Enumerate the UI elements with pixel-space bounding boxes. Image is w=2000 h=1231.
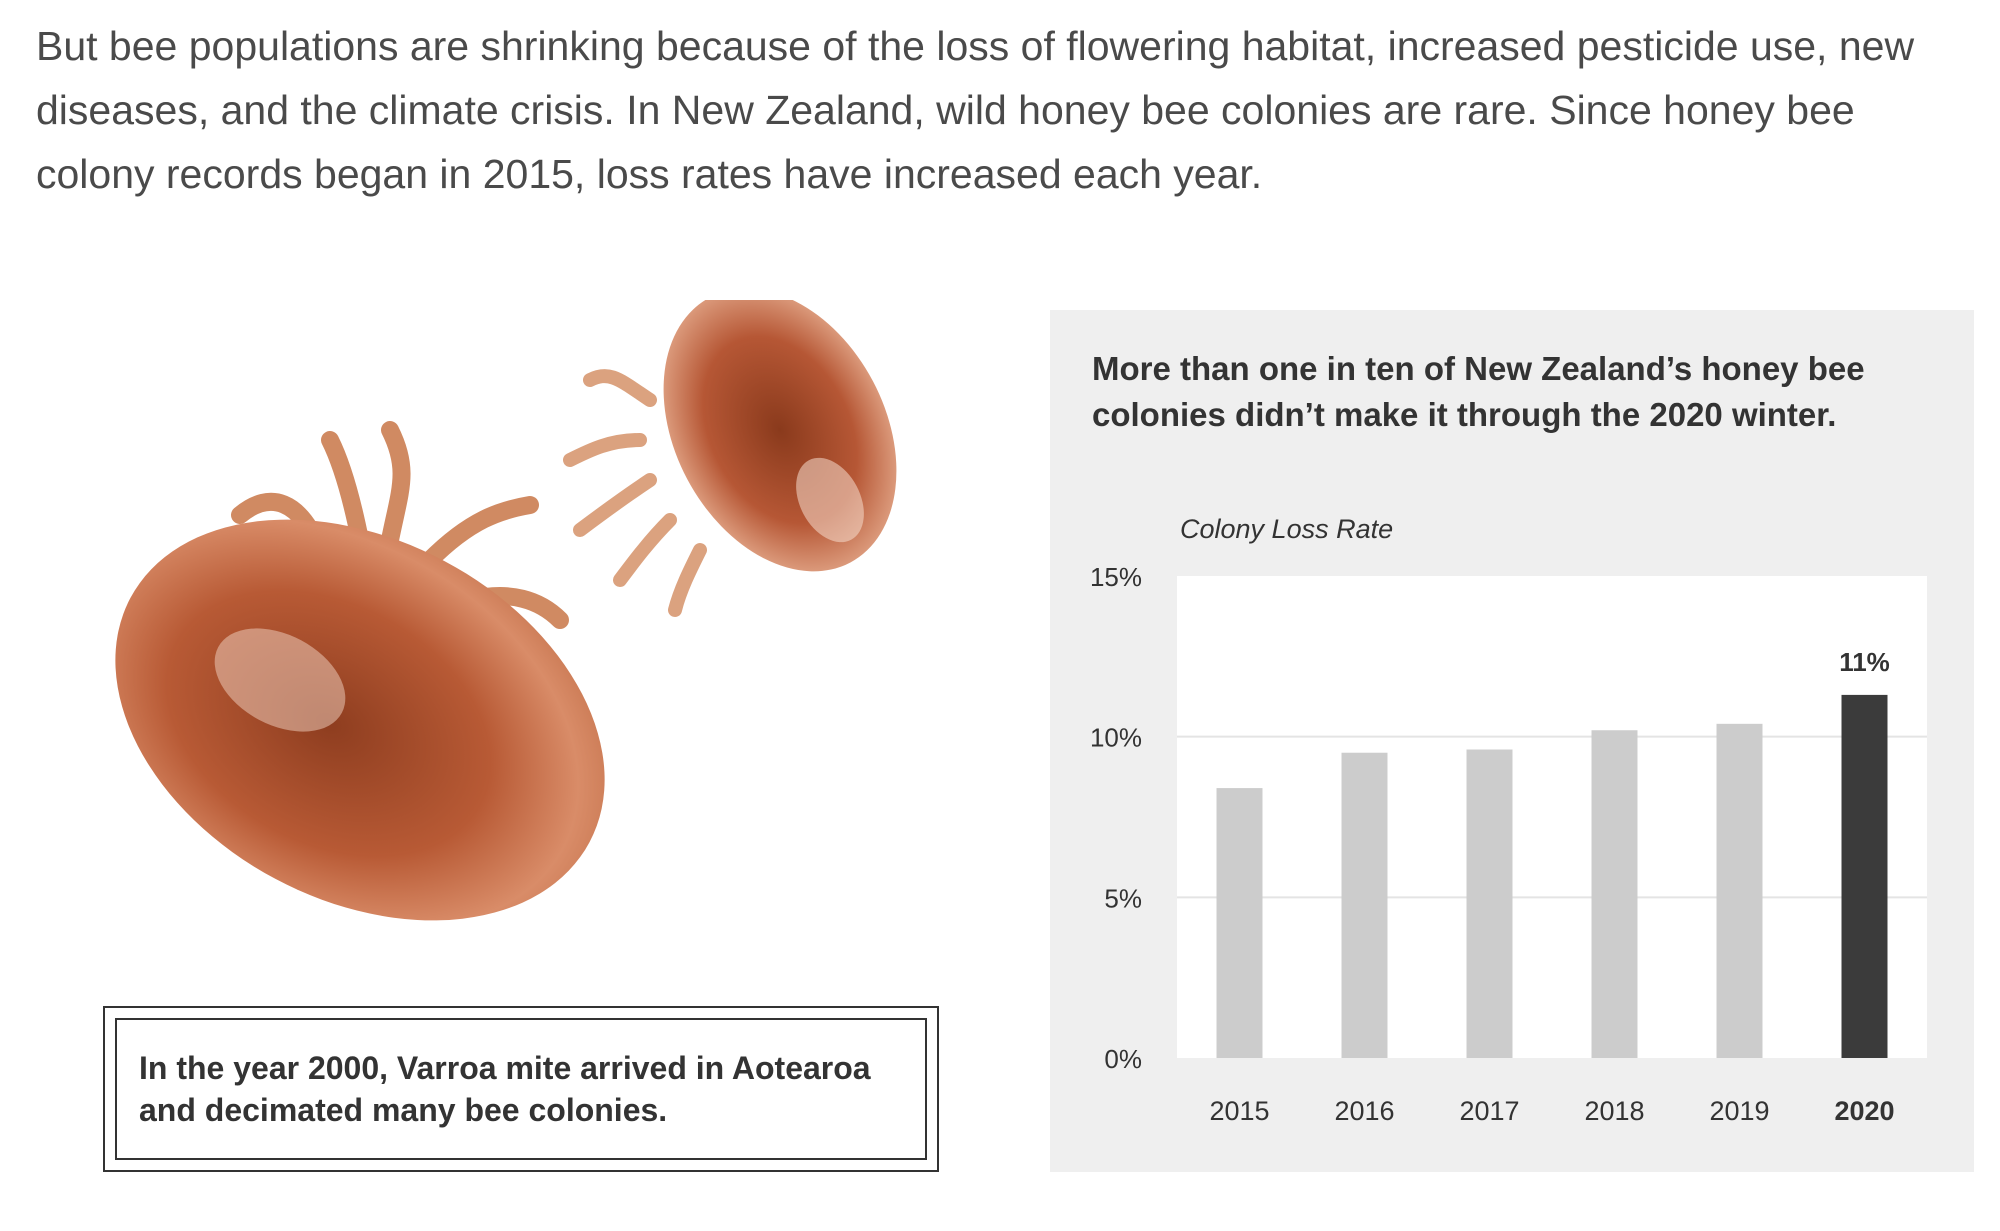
- y-tick-label: 15%: [1090, 562, 1142, 592]
- x-tick-label: 2018: [1584, 1096, 1644, 1126]
- colony-loss-bar-chart: 0% 5% 10% 15% 2015 2016 2017 2018 2019 2020 Colo…: [1090, 514, 1927, 1126]
- bar-2015: [1216, 788, 1263, 1058]
- y-axis-label: Colony Loss Rate: [1180, 514, 1393, 544]
- y-tick-label: 10%: [1090, 723, 1142, 753]
- bar-2016: [1341, 752, 1388, 1058]
- intro-paragraph: But bee populations are shrinking becaus…: [36, 23, 1915, 197]
- x-tick-label: 2019: [1709, 1096, 1769, 1126]
- small-mite: [563, 300, 897, 617]
- bar-2017: [1466, 749, 1513, 1058]
- varroa-mites-illustration: [115, 300, 897, 921]
- plot-area: [1177, 576, 1927, 1058]
- varroa-callout-box: In the year 2000, Varroa mite arrived in…: [103, 1006, 939, 1172]
- x-tick-label: 2015: [1209, 1096, 1269, 1126]
- y-tick-label: 5%: [1104, 883, 1142, 913]
- x-tick-label: 2016: [1334, 1096, 1394, 1126]
- x-tick-label: 2020: [1834, 1096, 1894, 1126]
- x-tick-label: 2017: [1459, 1096, 1519, 1126]
- highlight-value-label: 11%: [1839, 647, 1890, 677]
- chart-title: More than one in ten of New Zealand’s ho…: [1092, 350, 1865, 433]
- colony-loss-chart-panel: More than one in ten of New Zealand’s ho…: [1050, 310, 1974, 1172]
- bar-2018: [1591, 730, 1638, 1058]
- callout-text: In the year 2000, Varroa mite arrived in…: [115, 1018, 927, 1160]
- bar-2020: [1841, 694, 1888, 1058]
- y-tick-label: 0%: [1104, 1044, 1142, 1074]
- large-mite: [115, 421, 605, 921]
- bar-2019: [1716, 723, 1763, 1058]
